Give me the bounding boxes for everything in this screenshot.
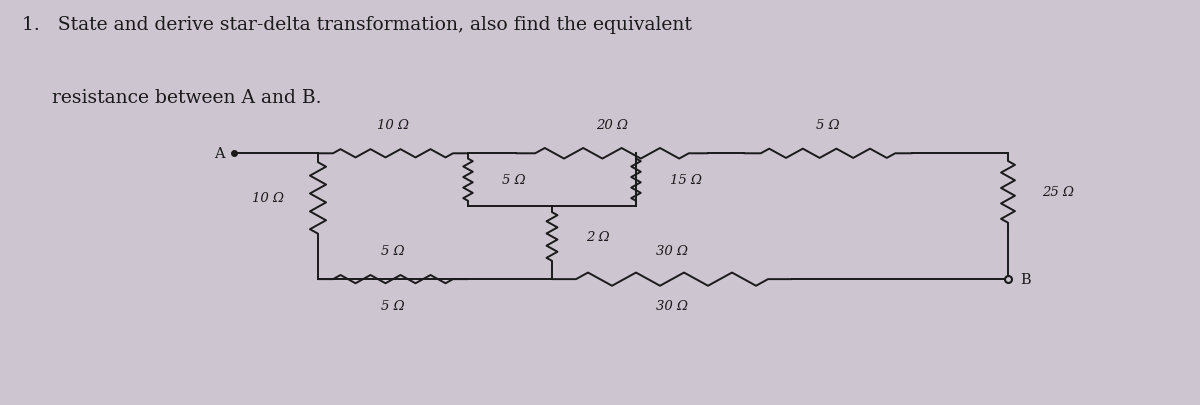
- Text: 5 Ω: 5 Ω: [816, 119, 840, 132]
- Text: 20 Ω: 20 Ω: [596, 119, 628, 132]
- Text: 25 Ω: 25 Ω: [1042, 186, 1074, 199]
- Text: 5 Ω: 5 Ω: [382, 244, 404, 257]
- Text: 30 Ω: 30 Ω: [656, 244, 688, 257]
- Text: 2 Ω: 2 Ω: [586, 230, 610, 243]
- Text: 10 Ω: 10 Ω: [252, 192, 284, 205]
- Text: 15 Ω: 15 Ω: [670, 174, 702, 187]
- Text: 1.   State and derive star-delta transformation, also find the equivalent: 1. State and derive star-delta transform…: [22, 16, 691, 34]
- Text: 30 Ω: 30 Ω: [656, 300, 688, 313]
- Text: 10 Ω: 10 Ω: [377, 119, 409, 132]
- Text: 5 Ω: 5 Ω: [382, 300, 404, 313]
- Text: A: A: [214, 147, 224, 161]
- Text: 5 Ω: 5 Ω: [502, 174, 526, 187]
- Text: B: B: [1020, 273, 1031, 286]
- Text: resistance between A and B.: resistance between A and B.: [22, 89, 322, 107]
